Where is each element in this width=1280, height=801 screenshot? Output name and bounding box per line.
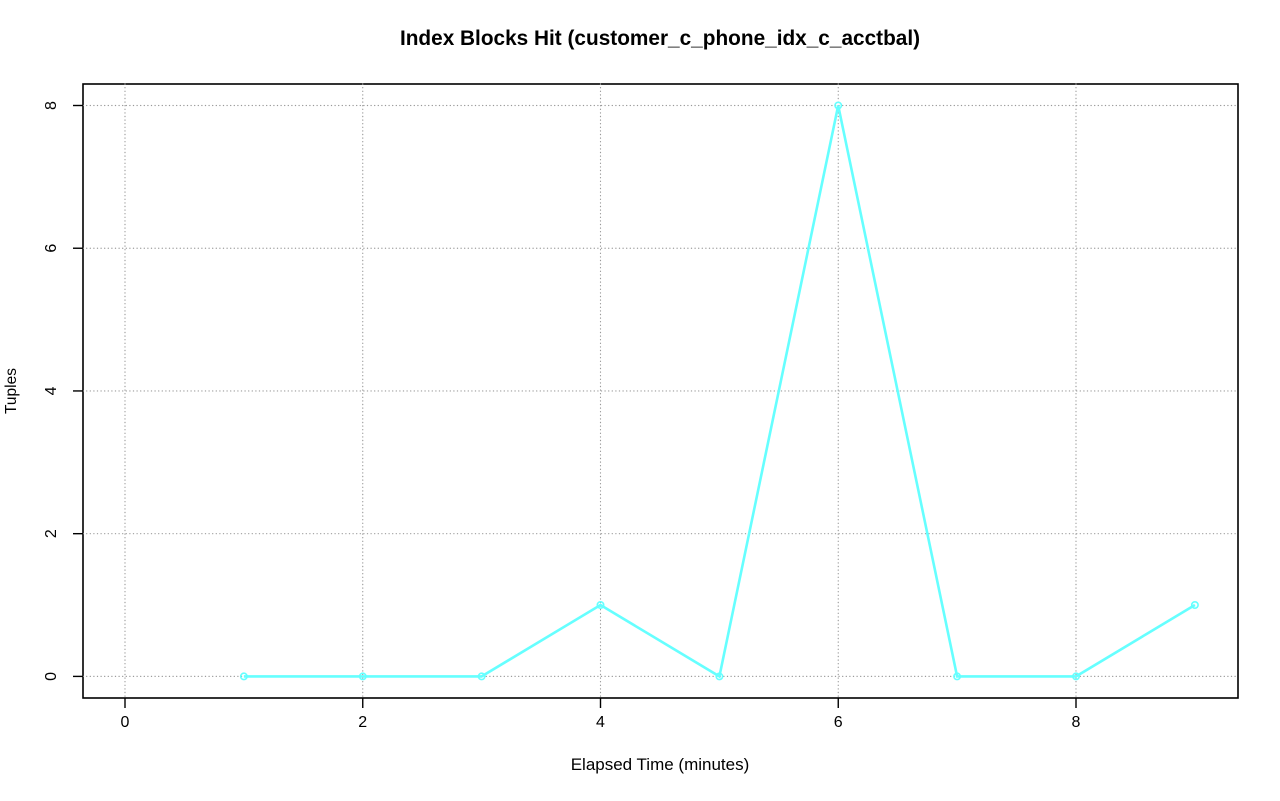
- svg-text:6: 6: [834, 714, 843, 731]
- svg-text:4: 4: [43, 386, 60, 395]
- svg-text:2: 2: [358, 714, 367, 731]
- svg-text:8: 8: [1072, 714, 1081, 731]
- svg-text:2: 2: [43, 529, 60, 538]
- svg-text:8: 8: [43, 101, 60, 110]
- svg-text:Tuples: Tuples: [3, 368, 20, 414]
- svg-text:6: 6: [43, 244, 60, 253]
- svg-text:0: 0: [121, 714, 130, 731]
- svg-text:Elapsed Time (minutes): Elapsed Time (minutes): [571, 755, 750, 774]
- svg-text:Index Blocks Hit (customer_c_p: Index Blocks Hit (customer_c_phone_idx_c…: [400, 27, 920, 50]
- svg-text:0: 0: [43, 672, 60, 681]
- svg-text:4: 4: [596, 714, 605, 731]
